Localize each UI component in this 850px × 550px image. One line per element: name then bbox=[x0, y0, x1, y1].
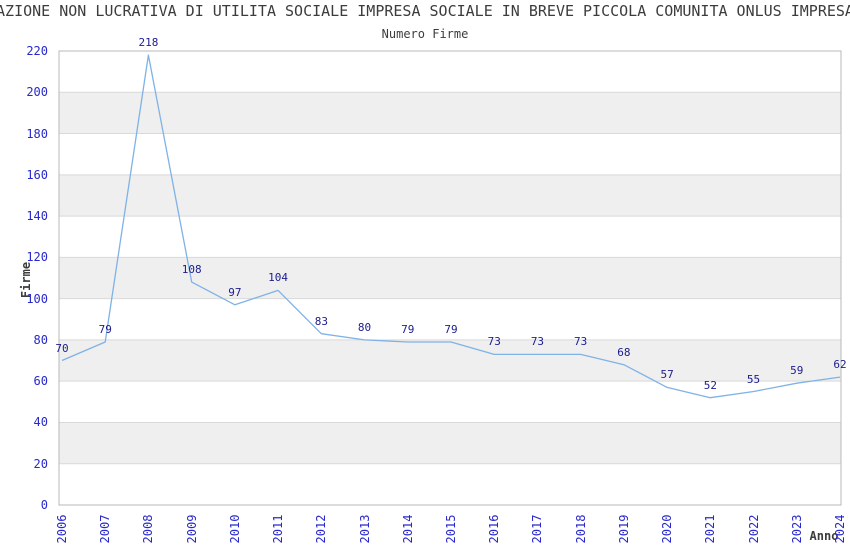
data-point-label: 218 bbox=[138, 36, 159, 50]
y-tick-label: 0 bbox=[40, 498, 48, 512]
data-point-label: 55 bbox=[746, 372, 761, 386]
data-point-label: 104 bbox=[268, 271, 289, 285]
x-tick-label: 2009 bbox=[184, 514, 199, 544]
y-tick-label: 200 bbox=[26, 85, 48, 100]
x-tick-label: 2016 bbox=[487, 514, 502, 544]
data-point-label: 73 bbox=[574, 335, 588, 349]
x-tick-label: 2014 bbox=[400, 514, 415, 544]
data-point-label: 70 bbox=[55, 341, 69, 355]
plot-band bbox=[59, 422, 841, 464]
x-tick-label: 2012 bbox=[314, 514, 329, 544]
data-point-label: 62 bbox=[833, 358, 847, 372]
data-point-label: 52 bbox=[703, 378, 717, 392]
y-tick-label: 60 bbox=[33, 374, 48, 389]
data-point-label: 59 bbox=[790, 364, 804, 378]
data-point-label: 97 bbox=[228, 285, 242, 299]
data-point-label: 73 bbox=[487, 335, 501, 349]
x-tick-label: 2019 bbox=[616, 514, 631, 544]
data-point-label: 68 bbox=[617, 345, 631, 359]
plot-band bbox=[59, 339, 841, 382]
data-line bbox=[61, 54, 841, 399]
x-tick-label: 2013 bbox=[357, 514, 372, 544]
y-tick-label: 20 bbox=[33, 456, 48, 471]
data-point-label: 79 bbox=[98, 322, 112, 336]
data-point-label: 57 bbox=[660, 368, 674, 382]
x-tick-label: 2023 bbox=[789, 514, 804, 544]
y-tick-label: 160 bbox=[26, 167, 48, 182]
x-tick-label: 2010 bbox=[227, 514, 242, 544]
x-tick-label: 2007 bbox=[98, 514, 113, 544]
data-point-label: 80 bbox=[357, 320, 372, 334]
y-tick-label: 220 bbox=[26, 44, 48, 58]
x-tick-label: 2018 bbox=[573, 514, 588, 544]
x-tick-label: 2021 bbox=[703, 514, 718, 544]
y-tick-label: 180 bbox=[26, 126, 48, 141]
y-tick-label: 80 bbox=[33, 332, 48, 347]
y-tick-label: 40 bbox=[33, 415, 48, 430]
plot-band bbox=[59, 174, 841, 217]
data-point-label: 79 bbox=[444, 322, 458, 336]
plot-band bbox=[59, 257, 841, 299]
data-point-label: 73 bbox=[530, 335, 545, 349]
data-point-label: 79 bbox=[401, 322, 415, 336]
x-tick-label: 2011 bbox=[271, 514, 286, 544]
x-tick-label: 2006 bbox=[55, 514, 69, 544]
x-tick-label: 2020 bbox=[660, 514, 675, 544]
x-axis-label: Anno bbox=[809, 529, 839, 543]
x-tick-label: 2024 bbox=[833, 514, 847, 544]
x-tick-label: 2015 bbox=[444, 514, 458, 544]
x-tick-label: 2022 bbox=[746, 514, 761, 544]
plot-border bbox=[58, 50, 842, 506]
x-tick-label: 2017 bbox=[530, 514, 545, 544]
data-point-label: 83 bbox=[314, 314, 328, 328]
chart-subtitle: Numero Firme bbox=[381, 27, 469, 41]
chart-title: AZIONE NON LUCRATIVA DI UTILITA SOCIALE … bbox=[0, 2, 850, 20]
plot-band bbox=[59, 92, 841, 134]
y-tick-label: 100 bbox=[26, 291, 48, 306]
y-tick-label: 140 bbox=[26, 209, 48, 224]
y-tick-label: 120 bbox=[26, 250, 48, 265]
x-tick-label: 2008 bbox=[141, 514, 156, 544]
data-point-label: 108 bbox=[181, 263, 202, 277]
